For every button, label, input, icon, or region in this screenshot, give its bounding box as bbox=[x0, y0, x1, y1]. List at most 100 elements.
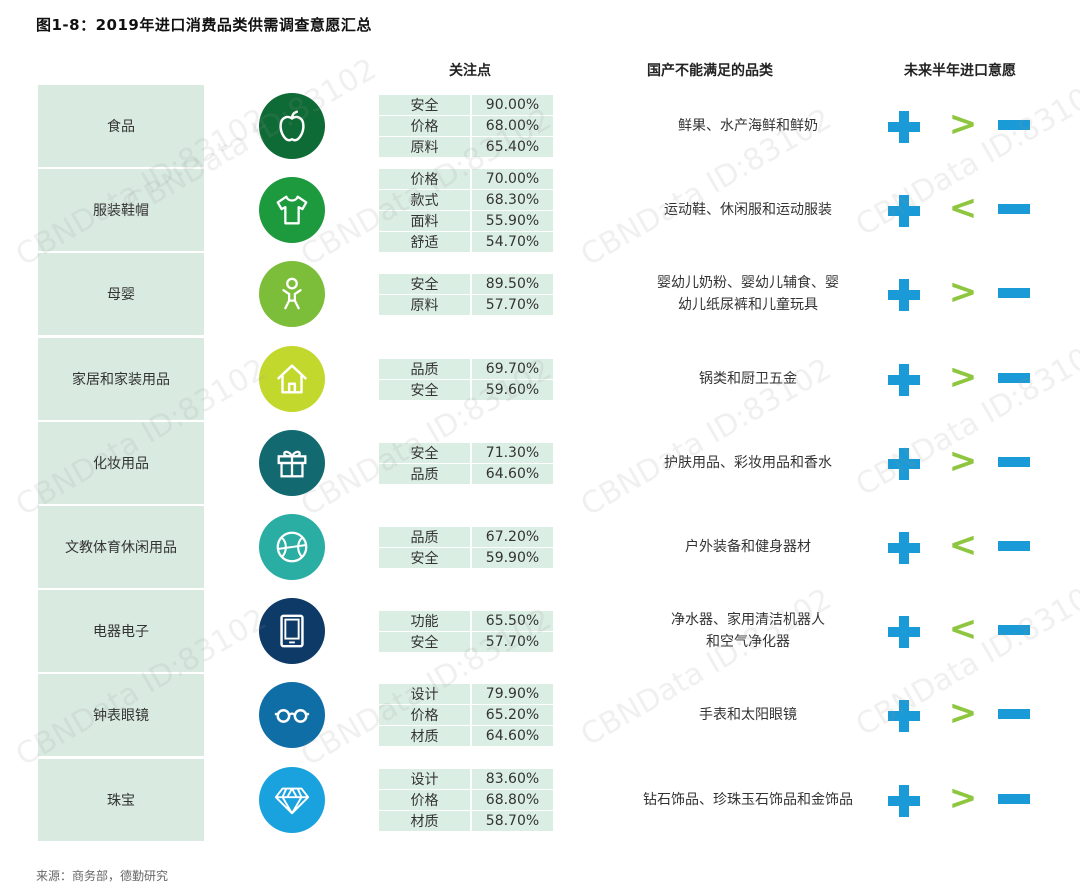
comparison-symbol: > bbox=[948, 440, 978, 481]
table-row: 珠宝 设计 83.60% 价格 68.80% 材质 58.70% 钻石饰品、珍珠玉石饰品和金饰… bbox=[38, 758, 1058, 841]
factor-name: 原料 bbox=[379, 295, 470, 316]
factor-value: 65.20% bbox=[472, 705, 553, 726]
header-unmet: 国产不能满足的品类 bbox=[647, 63, 773, 79]
unmet-categories: 净水器、家用清洁机器人 和空气净化器 bbox=[671, 612, 825, 651]
gift-icon bbox=[259, 429, 325, 496]
factor-name: 品质 bbox=[379, 358, 470, 379]
table-row: 家居和家装用品 品质 69.70% 安全 59.60% 锅类和厨卫五金 > bbox=[38, 337, 1058, 420]
category-label: 化妆用品 bbox=[38, 421, 204, 504]
factor-row: 设计 79.90% bbox=[379, 684, 553, 705]
comparison-symbol: < bbox=[948, 609, 978, 650]
plus-icon bbox=[888, 111, 920, 143]
factor-row: 面料 55.90% bbox=[379, 211, 553, 232]
house-icon bbox=[259, 345, 325, 412]
factor-row: 安全 71.30% bbox=[379, 442, 553, 463]
comparison-symbol: > bbox=[948, 272, 978, 313]
factor-row: 材质 64.60% bbox=[379, 726, 553, 747]
unmet-categories: 户外装备和健身器材 bbox=[685, 539, 811, 555]
focus-factors: 品质 69.70% 安全 59.60% bbox=[379, 358, 553, 401]
focus-factors: 安全 90.00% 价格 68.00% 原料 65.40% bbox=[379, 95, 553, 158]
minus-icon bbox=[998, 541, 1030, 551]
minus-icon bbox=[998, 120, 1030, 130]
factor-value: 68.80% bbox=[472, 789, 553, 810]
comparison-symbol: > bbox=[948, 104, 978, 144]
table-row: 化妆用品 安全 71.30% 品质 64.60% 护肤用品、彩妆用品和香水 > bbox=[38, 421, 1058, 504]
factor-value: 58.70% bbox=[472, 810, 553, 831]
factor-name: 面料 bbox=[379, 211, 470, 232]
factor-value: 71.30% bbox=[472, 442, 553, 463]
minus-icon bbox=[998, 793, 1030, 804]
comparison-symbol: < bbox=[948, 525, 978, 565]
factor-row: 安全 90.00% bbox=[379, 95, 553, 115]
header-focus: 关注点 bbox=[449, 63, 491, 79]
factor-name: 价格 bbox=[379, 169, 470, 190]
table-row: 文教体育休闲用品 品质 67.20% 安全 59.90% 户外装备和健身器材 < bbox=[38, 506, 1058, 588]
minus-icon bbox=[998, 372, 1030, 383]
unmet-categories: 鲜果、水产海鲜和鲜奶 bbox=[678, 118, 818, 134]
focus-factors: 价格 70.00% 款式 68.30% 面料 55.90% 舒适 54.70% bbox=[379, 169, 553, 253]
category-label: 食品 bbox=[38, 85, 204, 167]
factor-value: 90.00% bbox=[472, 95, 553, 115]
factor-name: 价格 bbox=[379, 705, 470, 726]
factor-value: 54.70% bbox=[472, 232, 553, 253]
factor-name: 品质 bbox=[379, 463, 470, 484]
unmet-categories: 护肤用品、彩妆用品和香水 bbox=[664, 454, 832, 471]
factor-value: 64.60% bbox=[472, 726, 553, 747]
table-row: 电器电子 功能 65.50% 安全 57.70% 净水器、家用清洁机器人 和空气净化器 < bbox=[38, 590, 1058, 673]
table-row: 服装鞋帽 价格 70.00% 款式 68.30% 面料 55.90% 舒适 54.70% 运动鞋、… bbox=[38, 169, 1058, 253]
factor-name: 原料 bbox=[379, 137, 470, 157]
category-label: 家居和家装用品 bbox=[38, 337, 204, 420]
focus-factors: 设计 83.60% 价格 68.80% 材质 58.70% bbox=[379, 768, 553, 832]
table-row: 母婴 安全 89.50% 原料 57.70% 婴幼儿奶粉、婴幼儿辅食、婴 幼儿纸尿裤和儿童… bbox=[38, 253, 1058, 336]
plus-icon bbox=[888, 700, 920, 733]
factor-name: 款式 bbox=[379, 190, 470, 211]
factor-name: 品质 bbox=[379, 527, 470, 547]
factor-row: 原料 57.70% bbox=[379, 295, 553, 316]
factor-value: 59.90% bbox=[472, 548, 553, 568]
factor-name: 价格 bbox=[379, 789, 470, 810]
factor-value: 57.70% bbox=[472, 632, 553, 653]
category-label: 珠宝 bbox=[38, 758, 204, 841]
ball-icon bbox=[259, 514, 325, 580]
factor-name: 安全 bbox=[379, 95, 470, 115]
factor-value: 68.00% bbox=[472, 116, 553, 136]
factor-row: 价格 68.00% bbox=[379, 116, 553, 136]
factor-row: 价格 68.80% bbox=[379, 789, 553, 810]
plus-icon bbox=[888, 195, 920, 228]
factor-row: 材质 58.70% bbox=[379, 810, 553, 831]
factor-row: 舒适 54.70% bbox=[379, 232, 553, 253]
factor-name: 安全 bbox=[379, 379, 470, 400]
factor-value: 55.90% bbox=[472, 211, 553, 232]
unmet-categories: 婴幼儿奶粉、婴幼儿辅食、婴 幼儿纸尿裤和儿童玩具 bbox=[657, 275, 839, 314]
category-label: 服装鞋帽 bbox=[38, 169, 204, 252]
minus-icon bbox=[998, 625, 1030, 636]
focus-factors: 安全 71.30% 品质 64.60% bbox=[379, 442, 553, 485]
factor-value: 89.50% bbox=[472, 274, 553, 295]
category-label: 母婴 bbox=[38, 253, 204, 336]
factor-name: 设计 bbox=[379, 768, 470, 789]
category-label: 文教体育休闲用品 bbox=[38, 506, 204, 588]
factor-value: 67.20% bbox=[472, 527, 553, 547]
plus-icon bbox=[888, 532, 920, 564]
comparison-symbol: < bbox=[948, 188, 978, 229]
focus-factors: 安全 89.50% 原料 57.70% bbox=[379, 274, 553, 316]
minus-icon bbox=[998, 204, 1030, 215]
factor-row: 价格 70.00% bbox=[379, 169, 553, 190]
plus-icon bbox=[888, 784, 920, 817]
factor-name: 功能 bbox=[379, 611, 470, 632]
factor-value: 83.60% bbox=[472, 768, 553, 789]
unmet-categories: 锅类和厨卫五金 bbox=[699, 370, 797, 387]
baby-icon bbox=[259, 261, 325, 328]
factor-row: 安全 59.90% bbox=[379, 548, 553, 568]
factor-row: 款式 68.30% bbox=[379, 190, 553, 211]
factor-name: 材质 bbox=[379, 810, 470, 831]
factor-name: 安全 bbox=[379, 442, 470, 463]
factor-row: 设计 83.60% bbox=[379, 768, 553, 789]
focus-factors: 功能 65.50% 安全 57.70% bbox=[379, 611, 553, 653]
factor-value: 65.50% bbox=[472, 611, 553, 632]
factor-row: 安全 89.50% bbox=[379, 274, 553, 295]
comparison-symbol: > bbox=[948, 356, 978, 397]
factor-name: 舒适 bbox=[379, 232, 470, 253]
page-title: 图1-8：2019年进口消费品类供需调查意愿汇总 bbox=[36, 16, 372, 34]
factor-name: 设计 bbox=[379, 684, 470, 705]
